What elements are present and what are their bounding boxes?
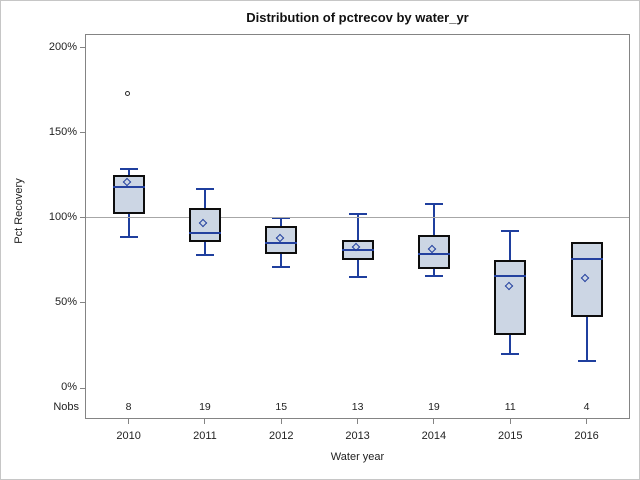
whisker-cap-high (348, 213, 367, 216)
median-line (417, 252, 450, 255)
median-line (570, 257, 603, 260)
box-rect (188, 207, 221, 242)
nobs-value: 4 (583, 401, 590, 413)
whisker-cap-low (272, 266, 291, 269)
x-tick-mark (357, 419, 359, 424)
nobs-value: 8 (125, 401, 132, 413)
whisker-cap-low (195, 254, 214, 257)
whisker-cap-low (119, 235, 138, 238)
median-line (265, 242, 298, 245)
x-tick-mark (128, 419, 130, 424)
whisker-cap-high (119, 167, 138, 170)
whisker-cap-high (424, 203, 443, 206)
box-rect (494, 260, 527, 336)
x-tick-mark (433, 419, 435, 424)
box-rect (265, 226, 298, 254)
box-rect (570, 241, 603, 317)
x-tick-label: 2012 (269, 430, 294, 442)
median-line (188, 232, 221, 235)
median-line (341, 249, 374, 252)
whisker-cap-high (501, 230, 520, 233)
chart-title: Distribution of pctrecov by water_yr (246, 10, 469, 25)
x-tick-mark (204, 419, 206, 424)
nobs-header: Nobs (53, 401, 79, 413)
y-tick-label: 100% (48, 210, 77, 223)
y-tick-label: 50% (54, 295, 77, 308)
y-tick-label: 0% (61, 381, 77, 393)
box-rect (112, 175, 145, 215)
nobs-value: 19 (199, 401, 211, 413)
y-tick-label: 200% (48, 40, 77, 53)
box-rect (417, 234, 450, 269)
whisker-cap-low (501, 352, 520, 355)
nobs-value: 11 (504, 401, 516, 413)
whisker-cap-low (424, 274, 443, 277)
whisker-cap-low (348, 276, 367, 279)
y-tick-mark (80, 132, 85, 134)
x-tick-label: 2016 (574, 430, 599, 442)
x-tick-mark (509, 419, 511, 424)
reference-line-100pct (86, 217, 629, 219)
x-tick-label: 2015 (498, 430, 523, 442)
nobs-value: 19 (428, 401, 440, 413)
y-tick-mark (80, 302, 85, 304)
y-tick-mark (80, 47, 85, 49)
x-axis-label: Water year (330, 451, 385, 463)
x-tick-label: 2011 (193, 430, 217, 442)
median-line (494, 274, 527, 277)
x-tick-mark (280, 419, 282, 424)
x-tick-label: 2014 (421, 430, 447, 442)
outlier-marker (124, 91, 130, 97)
nobs-value: 13 (351, 401, 364, 413)
whisker-cap-high (195, 187, 214, 190)
y-tick-mark (80, 387, 85, 389)
x-tick-label: 2010 (116, 430, 141, 442)
y-tick-mark (80, 217, 85, 219)
nobs-value: 15 (275, 401, 288, 413)
median-line (112, 186, 145, 189)
whisker-cap-low (577, 359, 596, 362)
y-tick-label: 150% (48, 125, 77, 138)
x-tick-label: 2013 (345, 430, 370, 442)
plot-area (85, 34, 630, 419)
x-tick-mark (586, 419, 588, 424)
